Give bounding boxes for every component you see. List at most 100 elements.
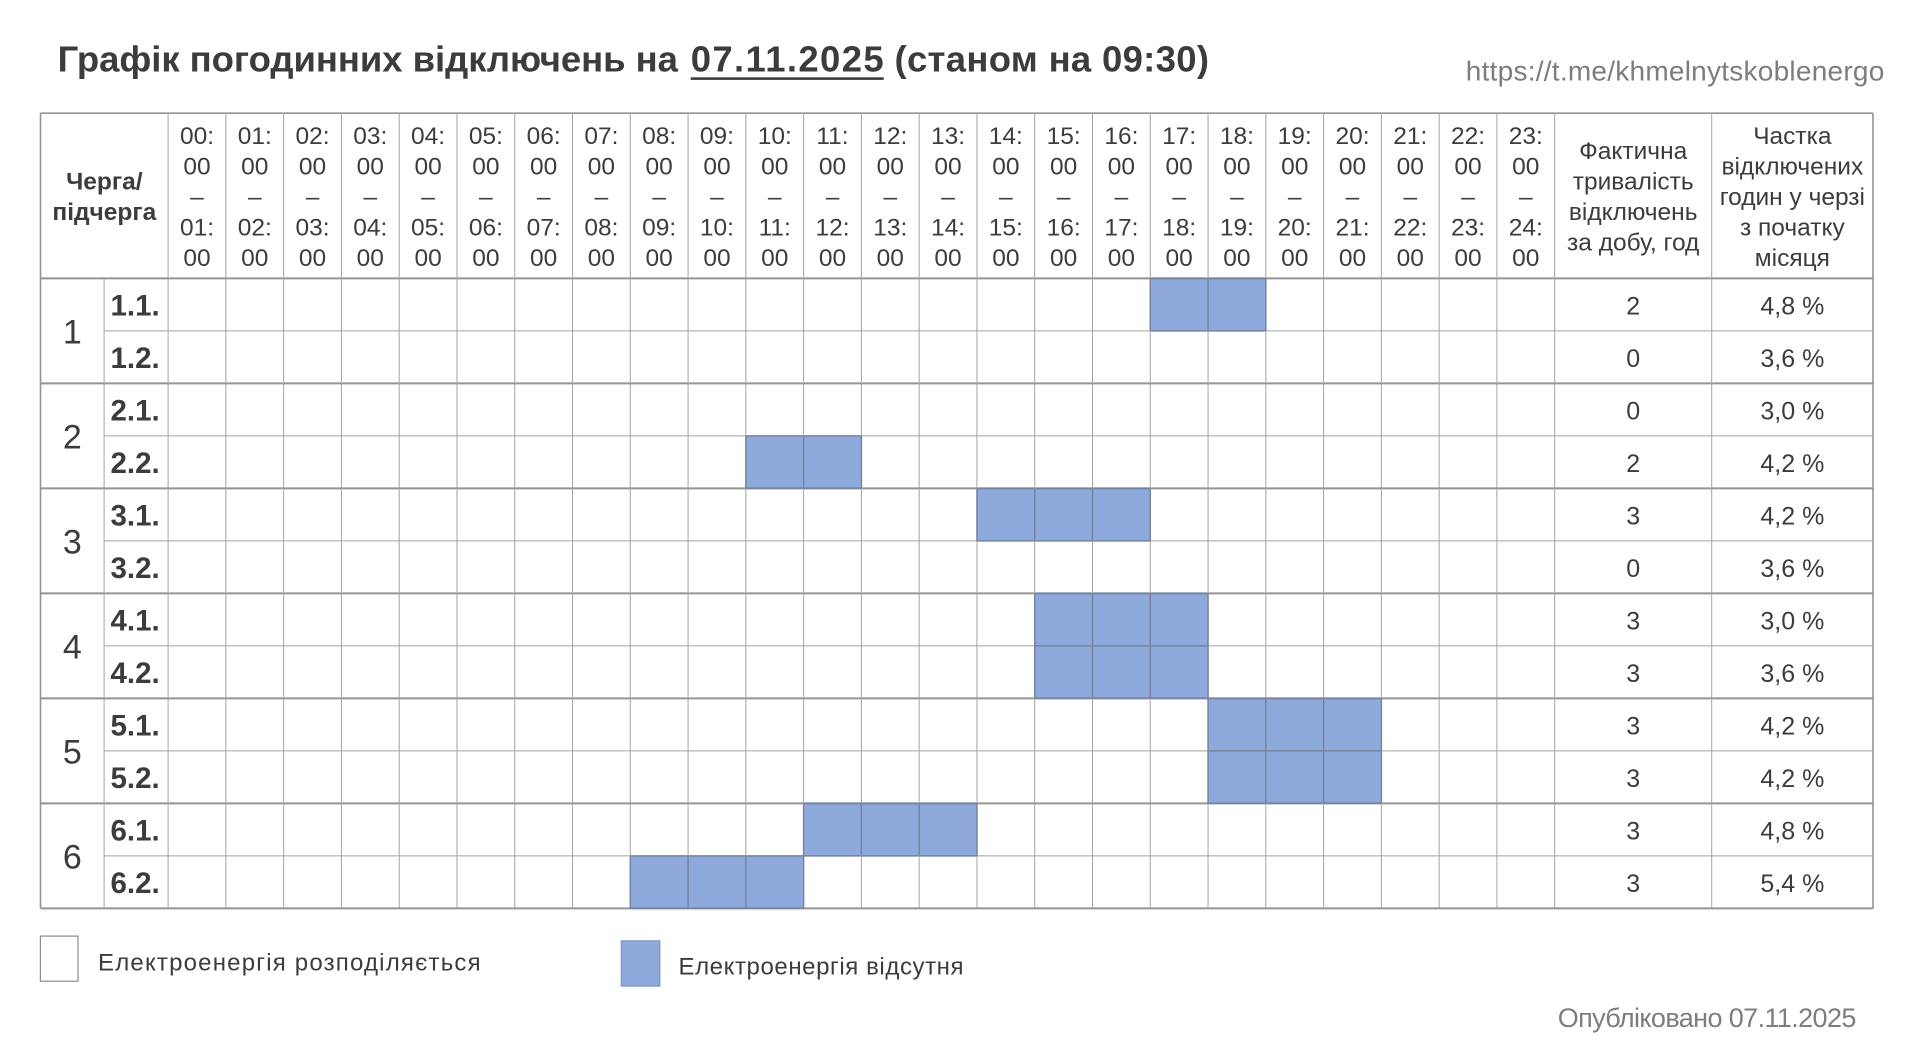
svg-text:3,0 %: 3,0 % — [1760, 397, 1824, 425]
svg-text:6.1.: 6.1. — [111, 815, 160, 848]
svg-text:(станом на 09:30): (станом на 09:30) — [895, 39, 1210, 80]
svg-text:10:: 10: — [758, 123, 792, 150]
svg-text:00: 00 — [588, 153, 615, 180]
svg-text:6.2.: 6.2. — [111, 867, 160, 900]
svg-text:00: 00 — [934, 245, 961, 272]
svg-text:місяця: місяця — [1755, 245, 1830, 272]
svg-text:00: 00 — [703, 245, 730, 272]
svg-text:00: 00 — [646, 153, 673, 180]
svg-text:Частка: Частка — [1753, 123, 1832, 150]
svg-text:00: 00 — [1339, 245, 1366, 272]
svg-text:16:: 16: — [1047, 214, 1081, 241]
svg-text:4.1.: 4.1. — [111, 605, 160, 638]
svg-text:3: 3 — [1626, 817, 1640, 845]
svg-text:00: 00 — [183, 245, 210, 272]
svg-text:Електроенергія розподіляється: Електроенергія розподіляється — [98, 949, 481, 976]
svg-text:24:: 24: — [1509, 214, 1543, 241]
svg-text:3: 3 — [1626, 712, 1640, 740]
svg-text:23:: 23: — [1509, 123, 1543, 150]
svg-text:–: – — [1230, 184, 1244, 211]
svg-text:00: 00 — [1223, 153, 1250, 180]
svg-text:00: 00 — [414, 245, 441, 272]
svg-text:5.2.: 5.2. — [111, 762, 160, 795]
svg-text:00: 00 — [1454, 245, 1481, 272]
svg-text:3,6 %: 3,6 % — [1760, 660, 1824, 688]
svg-text:00: 00 — [761, 153, 788, 180]
svg-text:00: 00 — [1166, 153, 1193, 180]
svg-text:тривалість: тривалість — [1573, 169, 1694, 196]
svg-text:16:: 16: — [1104, 123, 1138, 150]
svg-text:00: 00 — [819, 153, 846, 180]
svg-text:09:: 09: — [642, 214, 676, 241]
svg-text:4,2 %: 4,2 % — [1760, 712, 1824, 740]
svg-text:17:: 17: — [1104, 214, 1138, 241]
svg-text:00: 00 — [414, 153, 441, 180]
svg-text:03:: 03: — [353, 123, 387, 150]
svg-text:00: 00 — [934, 153, 961, 180]
svg-text:–: – — [479, 184, 493, 211]
svg-text:–: – — [710, 184, 724, 211]
svg-text:–: – — [941, 184, 955, 211]
svg-text:–: – — [1461, 184, 1475, 211]
svg-text:17:: 17: — [1162, 123, 1196, 150]
svg-text:00: 00 — [877, 245, 904, 272]
svg-text:03:: 03: — [296, 214, 330, 241]
svg-text:3: 3 — [1626, 870, 1640, 898]
svg-text:00: 00 — [472, 153, 499, 180]
svg-text:00: 00 — [992, 245, 1019, 272]
svg-text:20:: 20: — [1335, 123, 1369, 150]
svg-text:20:: 20: — [1278, 214, 1312, 241]
svg-text:3,0 %: 3,0 % — [1760, 607, 1824, 635]
svg-text:4.2.: 4.2. — [111, 657, 160, 690]
svg-text:–: – — [1403, 184, 1417, 211]
svg-text:05:: 05: — [411, 214, 445, 241]
svg-text:07:: 07: — [527, 214, 561, 241]
svg-text:14:: 14: — [989, 123, 1023, 150]
svg-text:00: 00 — [819, 245, 846, 272]
svg-text:00: 00 — [530, 153, 557, 180]
svg-text:01:: 01: — [238, 123, 272, 150]
svg-text:23:: 23: — [1451, 214, 1485, 241]
svg-text:2.1.: 2.1. — [111, 395, 160, 428]
svg-text:12:: 12: — [815, 214, 849, 241]
svg-text:–: – — [1288, 184, 1302, 211]
svg-text:11:: 11: — [816, 123, 848, 150]
svg-text:1: 1 — [63, 313, 82, 351]
svg-text:–: – — [306, 184, 320, 211]
svg-text:00: 00 — [1050, 153, 1077, 180]
svg-text:00: 00 — [1108, 245, 1135, 272]
svg-text:00: 00 — [530, 245, 557, 272]
svg-text:відключень: відключень — [1569, 199, 1698, 226]
svg-text:–: – — [595, 184, 609, 211]
svg-text:00: 00 — [241, 245, 268, 272]
svg-text:13:: 13: — [873, 214, 907, 241]
svg-text:0: 0 — [1626, 555, 1640, 583]
svg-text:–: – — [363, 184, 377, 211]
svg-text:04:: 04: — [411, 123, 445, 150]
svg-text:00: 00 — [1223, 245, 1250, 272]
svg-text:1.2.: 1.2. — [111, 342, 160, 375]
svg-text:–: – — [999, 184, 1013, 211]
svg-text:годин у черзі: годин у черзі — [1720, 184, 1865, 211]
svg-text:11:: 11: — [759, 214, 791, 241]
svg-text:07:: 07: — [584, 123, 618, 150]
svg-text:18:: 18: — [1162, 214, 1196, 241]
svg-text:00: 00 — [992, 153, 1019, 180]
svg-text:–: – — [537, 184, 551, 211]
svg-text:00: 00 — [588, 245, 615, 272]
svg-text:Опубліковано 07.11.2025: Опубліковано 07.11.2025 — [1558, 1003, 1857, 1033]
svg-text:15:: 15: — [989, 214, 1023, 241]
svg-text:00: 00 — [1050, 245, 1077, 272]
svg-text:02:: 02: — [296, 123, 330, 150]
svg-text:3: 3 — [1626, 502, 1640, 530]
svg-text:–: – — [652, 184, 666, 211]
svg-text:00: 00 — [299, 153, 326, 180]
svg-text:з початку: з початку — [1740, 214, 1845, 241]
svg-text:06:: 06: — [527, 123, 561, 150]
svg-text:5,4 %: 5,4 % — [1760, 870, 1824, 898]
svg-text:–: – — [883, 184, 897, 211]
svg-text:Черга/: Черга/ — [66, 169, 143, 196]
svg-text:00: 00 — [1166, 245, 1193, 272]
svg-text:3.2.: 3.2. — [111, 552, 160, 585]
svg-text:00: 00 — [241, 153, 268, 180]
